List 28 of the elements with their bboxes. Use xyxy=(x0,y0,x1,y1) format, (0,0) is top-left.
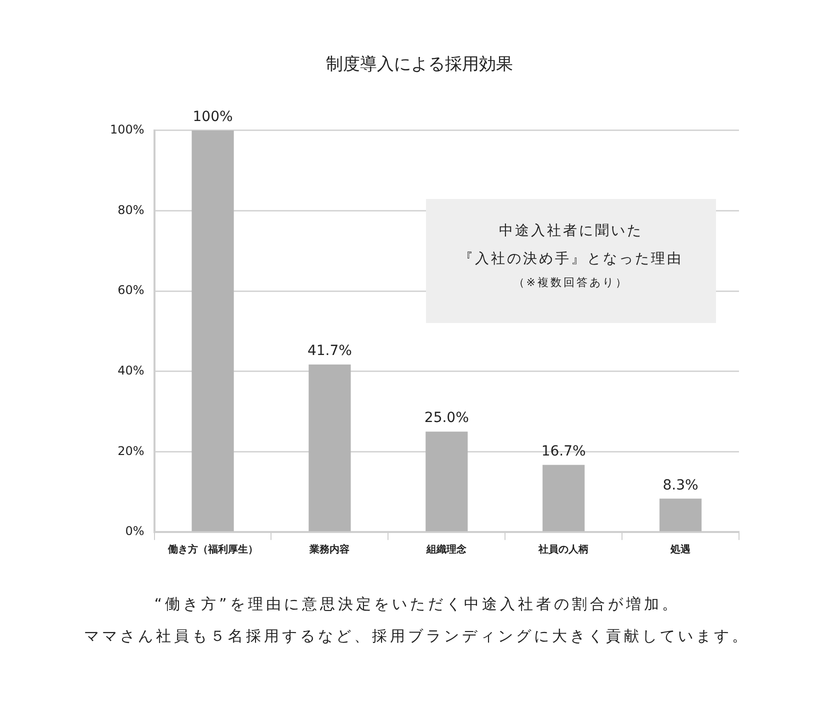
y-tick-label: 100% xyxy=(110,122,144,137)
x-tick-label: 社員の人柄 xyxy=(538,544,589,556)
data-label: 16.7% xyxy=(541,444,586,460)
data-label: 100% xyxy=(192,109,233,126)
bar xyxy=(542,464,585,532)
bar xyxy=(659,498,702,532)
y-tick-label: 60% xyxy=(118,283,144,298)
y-tick-label: 20% xyxy=(118,444,144,458)
annotation: 中途入社者に聞いた xyxy=(498,222,644,241)
bar xyxy=(308,364,351,532)
annotation: 『入社の決め手』となった理由 xyxy=(458,250,684,269)
text: “働き方”を理由に意思決定をいただく中途入社者の割合が増加。 xyxy=(153,594,681,615)
text: ママさん社員も５名採用するなど、採用ブランディングに大きく貢献しています。 xyxy=(83,626,751,647)
note-box: 中途入社者に聞いた 『入社の決め手』となった理由 （※複数回答あり） xyxy=(426,198,716,324)
y-tick-label: 80% xyxy=(118,202,144,217)
annotation: （※複数回答あり） xyxy=(512,274,630,291)
data-label: 41.7% xyxy=(307,343,352,360)
x-tick-label: 業務内容 xyxy=(308,544,350,556)
chart-title: 制度導入による採用効果 xyxy=(326,54,513,75)
y-tick-label: 0% xyxy=(125,524,144,538)
x-tick-label: 処遇 xyxy=(670,544,692,556)
data-label: 25.0% xyxy=(424,410,469,426)
x-tick-label: 組織理念 xyxy=(426,544,468,556)
bar xyxy=(426,432,468,532)
y-tick-label: 40% xyxy=(118,363,144,378)
data-label: 8.3% xyxy=(662,477,698,494)
bar xyxy=(192,130,234,532)
x-tick-label: 働き方（福利厚生） xyxy=(166,544,258,556)
